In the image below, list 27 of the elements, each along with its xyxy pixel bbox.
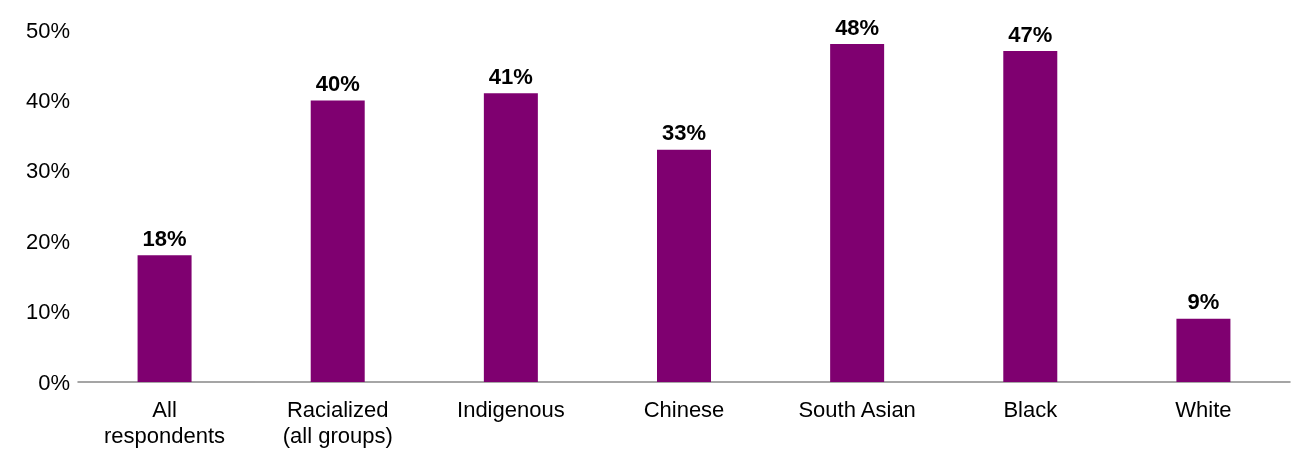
x-tick-label: South Asian <box>798 396 916 422</box>
data-label: 18% <box>142 225 187 251</box>
bar <box>137 255 192 382</box>
bar <box>1176 318 1231 382</box>
data-label: 9% <box>1187 289 1220 315</box>
y-tick-label: 0% <box>38 369 70 395</box>
data-label: 47% <box>1008 21 1053 47</box>
y-tick-label: 40% <box>25 87 70 113</box>
y-tick-label: 20% <box>25 228 70 254</box>
x-tick-label: Indigenous <box>457 396 565 422</box>
x-tick-label: White <box>1175 396 1232 422</box>
bar <box>310 100 365 382</box>
data-label: 48% <box>835 14 880 40</box>
x-tick-label: Racialized (all groups) <box>282 396 393 448</box>
x-tick-label: Black <box>1003 396 1059 422</box>
y-tick-label: 30% <box>25 158 70 184</box>
y-tick-label: 10% <box>25 299 70 325</box>
bar <box>830 44 885 382</box>
bar <box>1003 51 1058 382</box>
data-label: 33% <box>661 120 707 146</box>
x-tick-label: All respondents <box>104 396 226 448</box>
data-label: 40% <box>315 70 360 96</box>
bar <box>483 93 538 382</box>
data-label: 41% <box>488 63 533 89</box>
y-tick-label: 50% <box>25 17 70 43</box>
bar <box>657 149 711 382</box>
x-tick-label: Chinese <box>643 396 725 422</box>
